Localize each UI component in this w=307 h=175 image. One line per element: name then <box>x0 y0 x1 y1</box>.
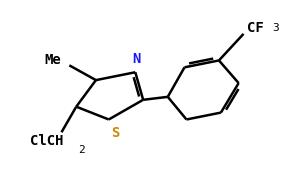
Text: N: N <box>132 52 141 66</box>
Text: Me: Me <box>45 53 61 67</box>
Text: 2: 2 <box>78 145 85 155</box>
Text: S: S <box>111 126 119 140</box>
Text: 3: 3 <box>272 23 279 33</box>
Text: ClCH: ClCH <box>30 134 64 148</box>
Text: CF: CF <box>247 21 264 35</box>
